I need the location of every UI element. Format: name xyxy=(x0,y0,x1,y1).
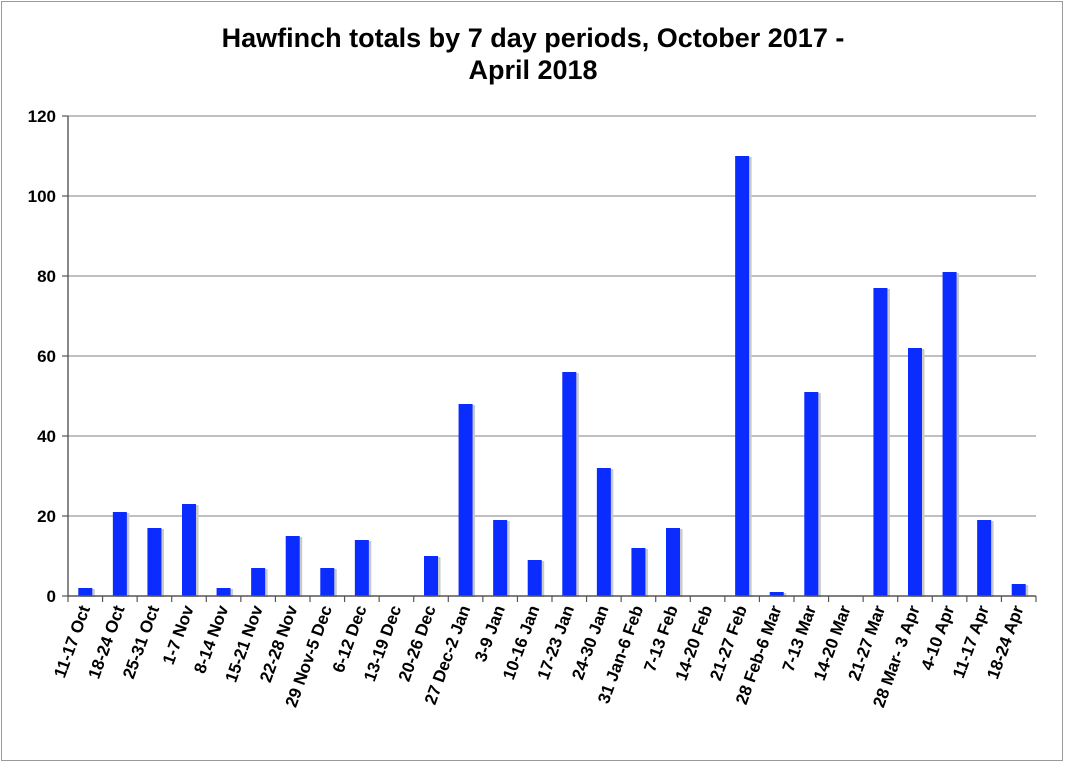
bar xyxy=(769,592,784,596)
bar xyxy=(631,548,646,596)
y-tick-label: 40 xyxy=(37,427,56,446)
bar xyxy=(78,588,93,596)
bar xyxy=(977,520,992,596)
bar xyxy=(1011,584,1026,596)
bar xyxy=(147,528,162,596)
y-tick-label: 100 xyxy=(28,187,56,206)
bar xyxy=(493,520,508,596)
chart-title-line-2: April 2018 xyxy=(468,55,598,85)
bar xyxy=(216,588,231,596)
bar xyxy=(908,348,922,596)
bars xyxy=(78,156,1029,597)
bar xyxy=(285,536,300,596)
bar xyxy=(804,392,819,596)
y-tick-label: 80 xyxy=(37,267,56,286)
y-tick-label: 0 xyxy=(47,587,56,606)
x-tick-label: 4-10 Apr xyxy=(917,603,958,673)
bar xyxy=(320,568,335,596)
x-tick-label: 1-7 Nov xyxy=(159,602,198,667)
x-tick-label: 3-9 Jan xyxy=(471,603,509,665)
bar xyxy=(735,156,750,596)
y-tick-label: 20 xyxy=(37,507,56,526)
bar xyxy=(112,512,127,596)
bar xyxy=(873,288,888,596)
chart-title-line-1: Hawfinch totals by 7 day periods, Octobe… xyxy=(221,23,845,53)
y-tick-label: 60 xyxy=(37,347,56,366)
gridlines xyxy=(68,115,1036,517)
bar xyxy=(251,568,266,596)
bar xyxy=(666,528,680,596)
axes xyxy=(62,115,1037,602)
bar xyxy=(942,272,957,596)
bar xyxy=(562,372,577,596)
bar xyxy=(527,560,542,596)
bar xyxy=(354,540,369,596)
bar xyxy=(182,504,196,596)
y-tick-label: 120 xyxy=(28,107,56,126)
chart-title: Hawfinch totals by 7 day periods, Octobe… xyxy=(0,22,1066,86)
bar xyxy=(424,556,438,596)
bar xyxy=(596,468,611,596)
bar xyxy=(458,404,473,596)
y-tick-labels: 0 20 40 60 80 100 120 xyxy=(28,107,56,606)
